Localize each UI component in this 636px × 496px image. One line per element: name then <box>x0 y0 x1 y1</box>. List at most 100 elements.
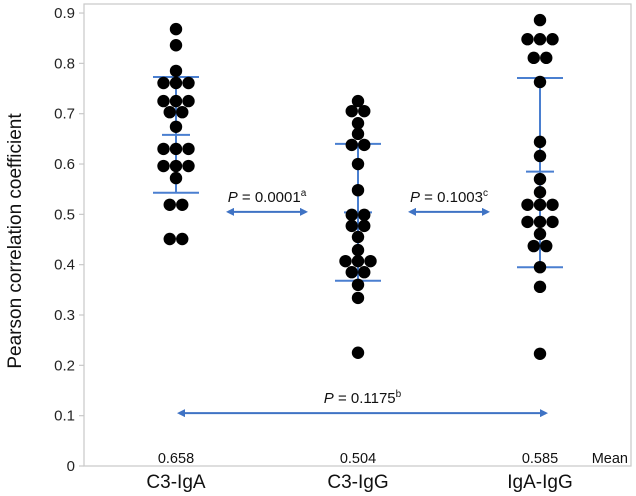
y-tick-label: 0.6 <box>54 156 75 173</box>
comparison-3: P = 0.1175b <box>177 389 548 418</box>
data-point <box>157 94 170 108</box>
data-point <box>358 266 371 279</box>
dots-c3-igg <box>339 94 377 359</box>
data-point <box>176 105 189 119</box>
y-tick-label: 0 <box>67 458 75 475</box>
data-point <box>169 22 183 36</box>
data-point <box>540 239 553 253</box>
data-point <box>169 94 183 108</box>
data-point <box>176 232 189 246</box>
y-tick-label: 0.5 <box>54 206 75 223</box>
y-tick-label: 0.1 <box>54 408 75 425</box>
dots-iga-igg <box>521 13 559 360</box>
p-value: = 0.1175 <box>334 390 396 407</box>
comparison-1: P = 0.0001a <box>226 188 308 216</box>
data-point <box>157 142 170 156</box>
data-point <box>533 280 547 294</box>
data-point <box>182 142 195 156</box>
data-point <box>345 266 358 279</box>
y-tick-label: 0.3 <box>54 307 75 324</box>
data-point <box>546 198 559 211</box>
data-point <box>351 243 365 257</box>
y-axis-label: Pearson correlation coefficient <box>5 113 26 369</box>
p-value: = 0.0001 <box>238 189 301 206</box>
y-tick-label: 0.8 <box>54 55 75 72</box>
p-superscript: b <box>396 389 402 400</box>
comparison-2: P = 0.1003c <box>408 188 490 216</box>
data-point <box>351 278 365 292</box>
data-point <box>169 120 183 133</box>
data-point <box>533 135 547 149</box>
data-point <box>358 219 371 233</box>
data-point <box>533 260 547 274</box>
data-point <box>169 76 183 90</box>
y-tick-label: 0.4 <box>54 257 75 274</box>
data-point <box>351 94 365 108</box>
y-tick-label: 0.2 <box>54 357 75 374</box>
dots-c3-iga <box>157 22 195 246</box>
data-point <box>521 198 534 211</box>
p-value-label: P = 0.1003c <box>410 188 488 206</box>
data-point <box>169 159 183 173</box>
mean-value-label: 0.658 <box>158 451 194 467</box>
data-point <box>169 171 183 185</box>
x-tick-label: C3-IgG <box>327 472 388 493</box>
data-point <box>358 208 371 222</box>
p-symbol: P <box>410 189 420 206</box>
y-tick-label: 0.7 <box>54 106 75 123</box>
y-tick-label: 0.9 <box>54 5 75 22</box>
data-point <box>533 33 547 46</box>
data-point <box>351 157 365 171</box>
data-point <box>351 127 365 141</box>
p-value-label: P = 0.1175b <box>324 389 402 407</box>
data-point <box>345 208 358 222</box>
data-point <box>521 33 534 46</box>
data-point <box>540 51 553 65</box>
mean-value-label: 0.504 <box>340 451 376 467</box>
data-point <box>163 105 176 119</box>
data-point <box>527 239 540 253</box>
data-point <box>157 76 170 90</box>
plot-frame <box>83 3 632 467</box>
data-point <box>169 64 183 78</box>
data-point <box>351 230 365 244</box>
data-point <box>521 215 534 229</box>
data-point <box>157 159 170 173</box>
data-point <box>345 219 358 233</box>
p-superscript: c <box>483 188 488 199</box>
data-point <box>163 232 176 246</box>
data-point <box>351 183 365 197</box>
data-point <box>533 215 547 229</box>
data-point <box>358 138 371 152</box>
data-point <box>176 198 189 211</box>
p-symbol: P <box>228 189 238 206</box>
data-point <box>182 76 195 90</box>
data-point <box>351 254 365 268</box>
data-point <box>169 39 183 52</box>
data-point <box>182 94 195 108</box>
data-point <box>533 186 547 199</box>
data-point <box>533 172 547 186</box>
data-point <box>533 198 547 211</box>
p-symbol: P <box>324 390 334 407</box>
mean-row-label: Mean <box>592 451 628 467</box>
data-point <box>358 104 371 118</box>
data-point <box>345 104 358 118</box>
p-value: = 0.1003 <box>420 189 483 206</box>
data-point <box>351 346 365 359</box>
data-point <box>351 291 365 305</box>
data-point <box>533 347 547 360</box>
data-point <box>533 149 547 163</box>
mean-value-label: 0.585 <box>522 451 558 467</box>
data-point <box>182 159 195 173</box>
data-point <box>533 75 547 89</box>
data-point <box>527 51 540 65</box>
x-tick-label: IgA-IgG <box>507 472 572 493</box>
data-point <box>364 254 377 268</box>
p-superscript: a <box>301 188 307 199</box>
data-point <box>546 215 559 229</box>
data-point <box>533 13 547 27</box>
data-point <box>345 138 358 152</box>
data-point <box>163 198 176 211</box>
